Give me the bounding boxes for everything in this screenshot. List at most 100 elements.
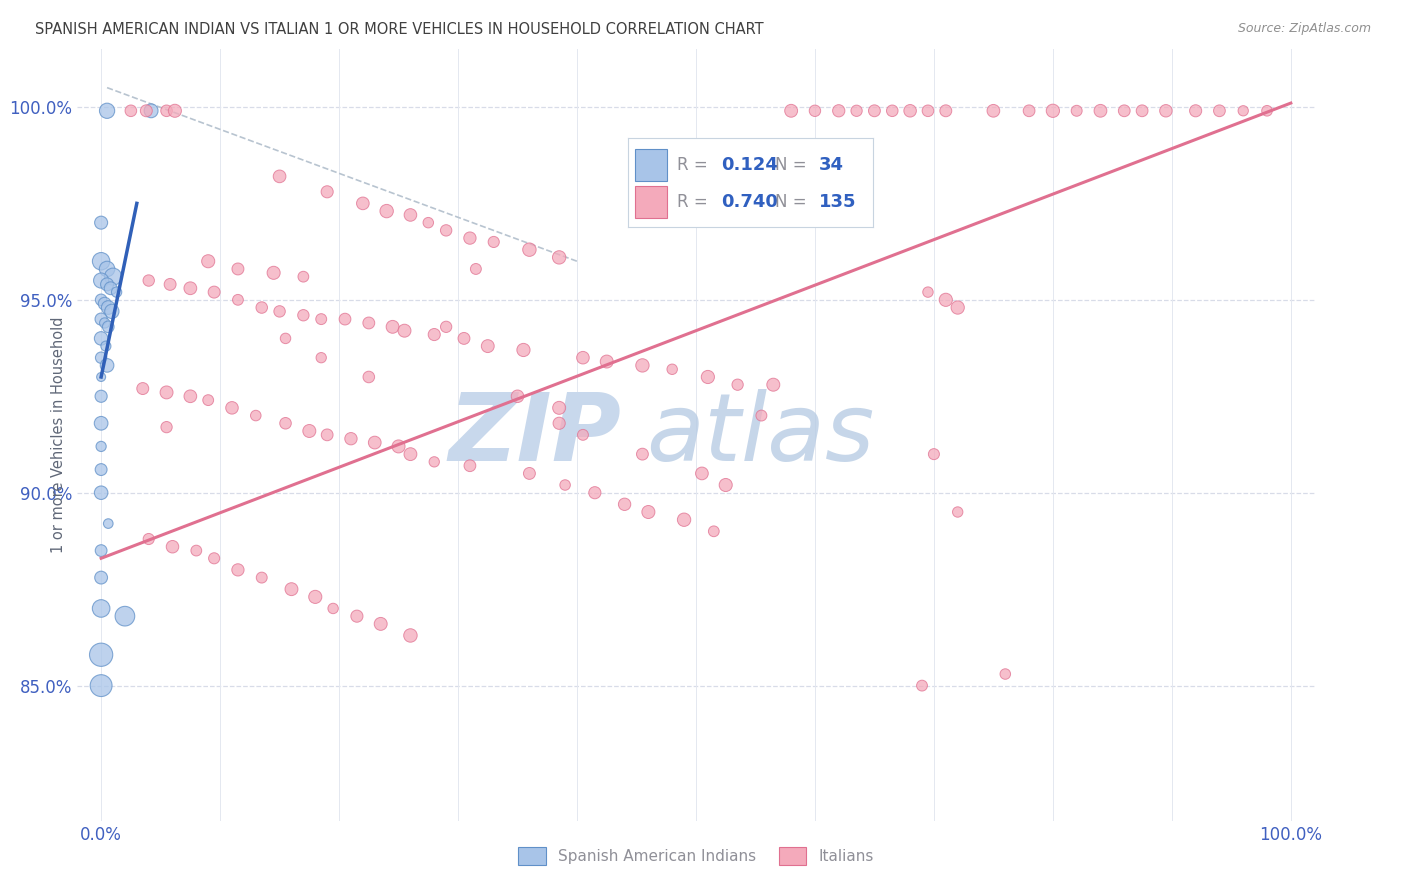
- Point: [155, 385, 177, 400]
- Text: 0.740: 0.740: [721, 194, 778, 211]
- Point: [269, 304, 291, 318]
- Point: [751, 409, 773, 423]
- Point: [96, 103, 118, 118]
- Point: [554, 478, 576, 492]
- Point: [1090, 103, 1112, 118]
- Point: [250, 571, 273, 585]
- Point: [197, 393, 219, 408]
- Point: [263, 266, 285, 280]
- Point: [90, 331, 112, 345]
- Point: [101, 269, 124, 284]
- Point: [138, 532, 160, 546]
- Point: [100, 281, 122, 295]
- Point: [105, 285, 128, 299]
- Point: [96, 262, 118, 277]
- Point: [96, 359, 118, 373]
- Point: [202, 551, 225, 566]
- Point: [506, 389, 529, 403]
- Point: [696, 370, 718, 384]
- Point: [583, 485, 606, 500]
- Point: [90, 254, 112, 268]
- Point: [138, 273, 160, 287]
- Point: [1066, 103, 1088, 118]
- Text: ZIP: ZIP: [449, 389, 621, 481]
- Point: [548, 417, 571, 431]
- Point: [464, 262, 486, 277]
- Point: [548, 401, 571, 415]
- Point: [762, 377, 785, 392]
- Point: [94, 339, 117, 353]
- Point: [1208, 103, 1230, 118]
- Point: [114, 609, 136, 624]
- Point: [97, 319, 120, 334]
- Point: [352, 196, 374, 211]
- Point: [274, 417, 297, 431]
- Point: [898, 103, 921, 118]
- Point: [572, 351, 595, 365]
- Point: [292, 269, 315, 284]
- Point: [458, 458, 481, 473]
- Point: [90, 439, 112, 453]
- Text: R =: R =: [678, 156, 713, 174]
- Point: [226, 293, 249, 307]
- Point: [274, 331, 297, 345]
- Point: [97, 301, 120, 315]
- Y-axis label: 1 or more Vehicles in Household: 1 or more Vehicles in Household: [51, 317, 66, 553]
- Point: [418, 216, 440, 230]
- Point: [139, 103, 162, 118]
- Point: [548, 251, 571, 265]
- Point: [882, 103, 904, 118]
- Point: [93, 296, 115, 310]
- Point: [179, 389, 201, 403]
- Point: [1018, 103, 1040, 118]
- Point: [90, 601, 112, 615]
- Point: [226, 262, 249, 277]
- Point: [780, 103, 803, 118]
- Point: [1232, 103, 1254, 118]
- Point: [292, 308, 315, 322]
- Point: [1130, 103, 1153, 118]
- Point: [394, 324, 416, 338]
- Point: [572, 427, 595, 442]
- Point: [90, 571, 112, 585]
- Text: N =: N =: [775, 194, 811, 211]
- Point: [399, 208, 422, 222]
- Point: [186, 543, 208, 558]
- Point: [922, 447, 945, 461]
- Point: [90, 351, 112, 365]
- Point: [97, 516, 120, 531]
- Point: [269, 169, 291, 184]
- Point: [162, 540, 184, 554]
- Point: [135, 103, 157, 118]
- Point: [155, 420, 177, 434]
- Point: [596, 354, 619, 368]
- Point: [93, 316, 115, 330]
- Point: [163, 103, 186, 118]
- Point: [316, 185, 339, 199]
- Point: [132, 382, 155, 396]
- Point: [197, 254, 219, 268]
- Point: [917, 103, 939, 118]
- Point: [935, 103, 957, 118]
- Point: [399, 447, 422, 461]
- Point: [322, 601, 344, 615]
- Point: [983, 103, 1005, 118]
- Point: [90, 648, 112, 662]
- Point: [1184, 103, 1206, 118]
- Point: [245, 409, 267, 423]
- Point: [399, 628, 422, 642]
- Point: [613, 497, 636, 511]
- Text: N =: N =: [775, 156, 811, 174]
- Point: [387, 439, 409, 453]
- Point: [935, 293, 957, 307]
- Point: [661, 362, 683, 376]
- Text: atlas: atlas: [647, 389, 875, 481]
- Point: [690, 467, 713, 481]
- Point: [727, 377, 749, 392]
- Point: [423, 455, 446, 469]
- Point: [714, 478, 737, 492]
- Legend: Spanish American Indians, Italians: Spanish American Indians, Italians: [512, 841, 880, 871]
- Point: [1114, 103, 1136, 118]
- Point: [911, 679, 934, 693]
- Point: [458, 231, 481, 245]
